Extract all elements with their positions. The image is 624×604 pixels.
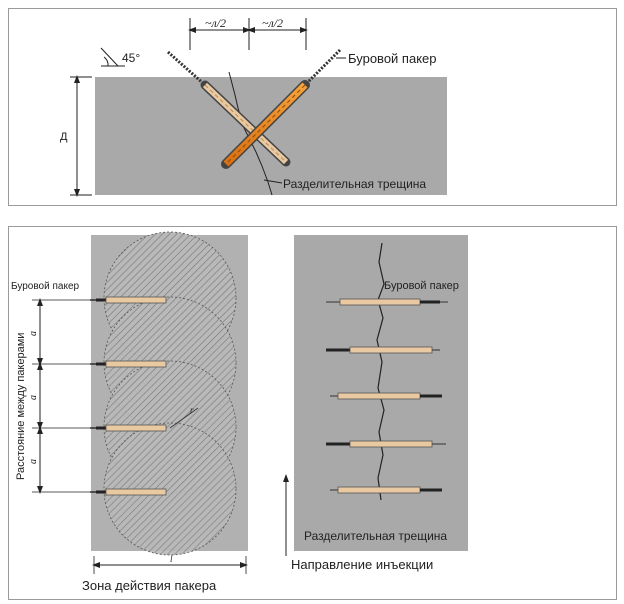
side-packers (90, 296, 167, 496)
right-separation-crack (376, 242, 385, 501)
drill-packer-right (221, 48, 342, 169)
concrete-body (95, 77, 447, 195)
width-mark: l (170, 554, 173, 564)
zone-label: Зона действия пакера (82, 578, 217, 593)
right-crack-label: Разделительная трещина (304, 529, 447, 543)
left-packer-label: Буровой пакер (11, 281, 80, 292)
spacing-mark-2: а (28, 395, 39, 400)
spacing-axis-label: Расстояние между пакерами (15, 333, 27, 480)
radius-line (169, 407, 199, 429)
drill-packer-left (167, 50, 291, 167)
crack-packers (326, 298, 448, 494)
angle-label: 45° (122, 51, 140, 65)
action-zone-circles (103, 231, 237, 556)
angle-line (100, 47, 119, 67)
dim-label-right: ~л/2 (262, 16, 283, 30)
top-crack-label: Разделительная трещина (283, 177, 426, 191)
dim-label-left: ~л/2 (205, 16, 226, 30)
top-packer-label: Буровой пакер (348, 51, 437, 66)
direction-label: Направление инъекции (291, 557, 433, 572)
bottom-left-section: r а а а Расстояние между пакерами Бурово… (11, 231, 248, 593)
depth-label: Д (60, 131, 68, 143)
radius-mark: r (190, 405, 194, 415)
spacing-mark-3: а (28, 459, 39, 464)
right-packer-label: Буровой пакер (384, 280, 459, 292)
top-section: ~л/2 ~л/2 45° Д Буровой пакер Разделител… (60, 16, 447, 197)
bottom-right-section: Буровой пакер Разделительная трещина Нап… (283, 235, 468, 572)
spacing-mark-1: а (28, 331, 39, 336)
